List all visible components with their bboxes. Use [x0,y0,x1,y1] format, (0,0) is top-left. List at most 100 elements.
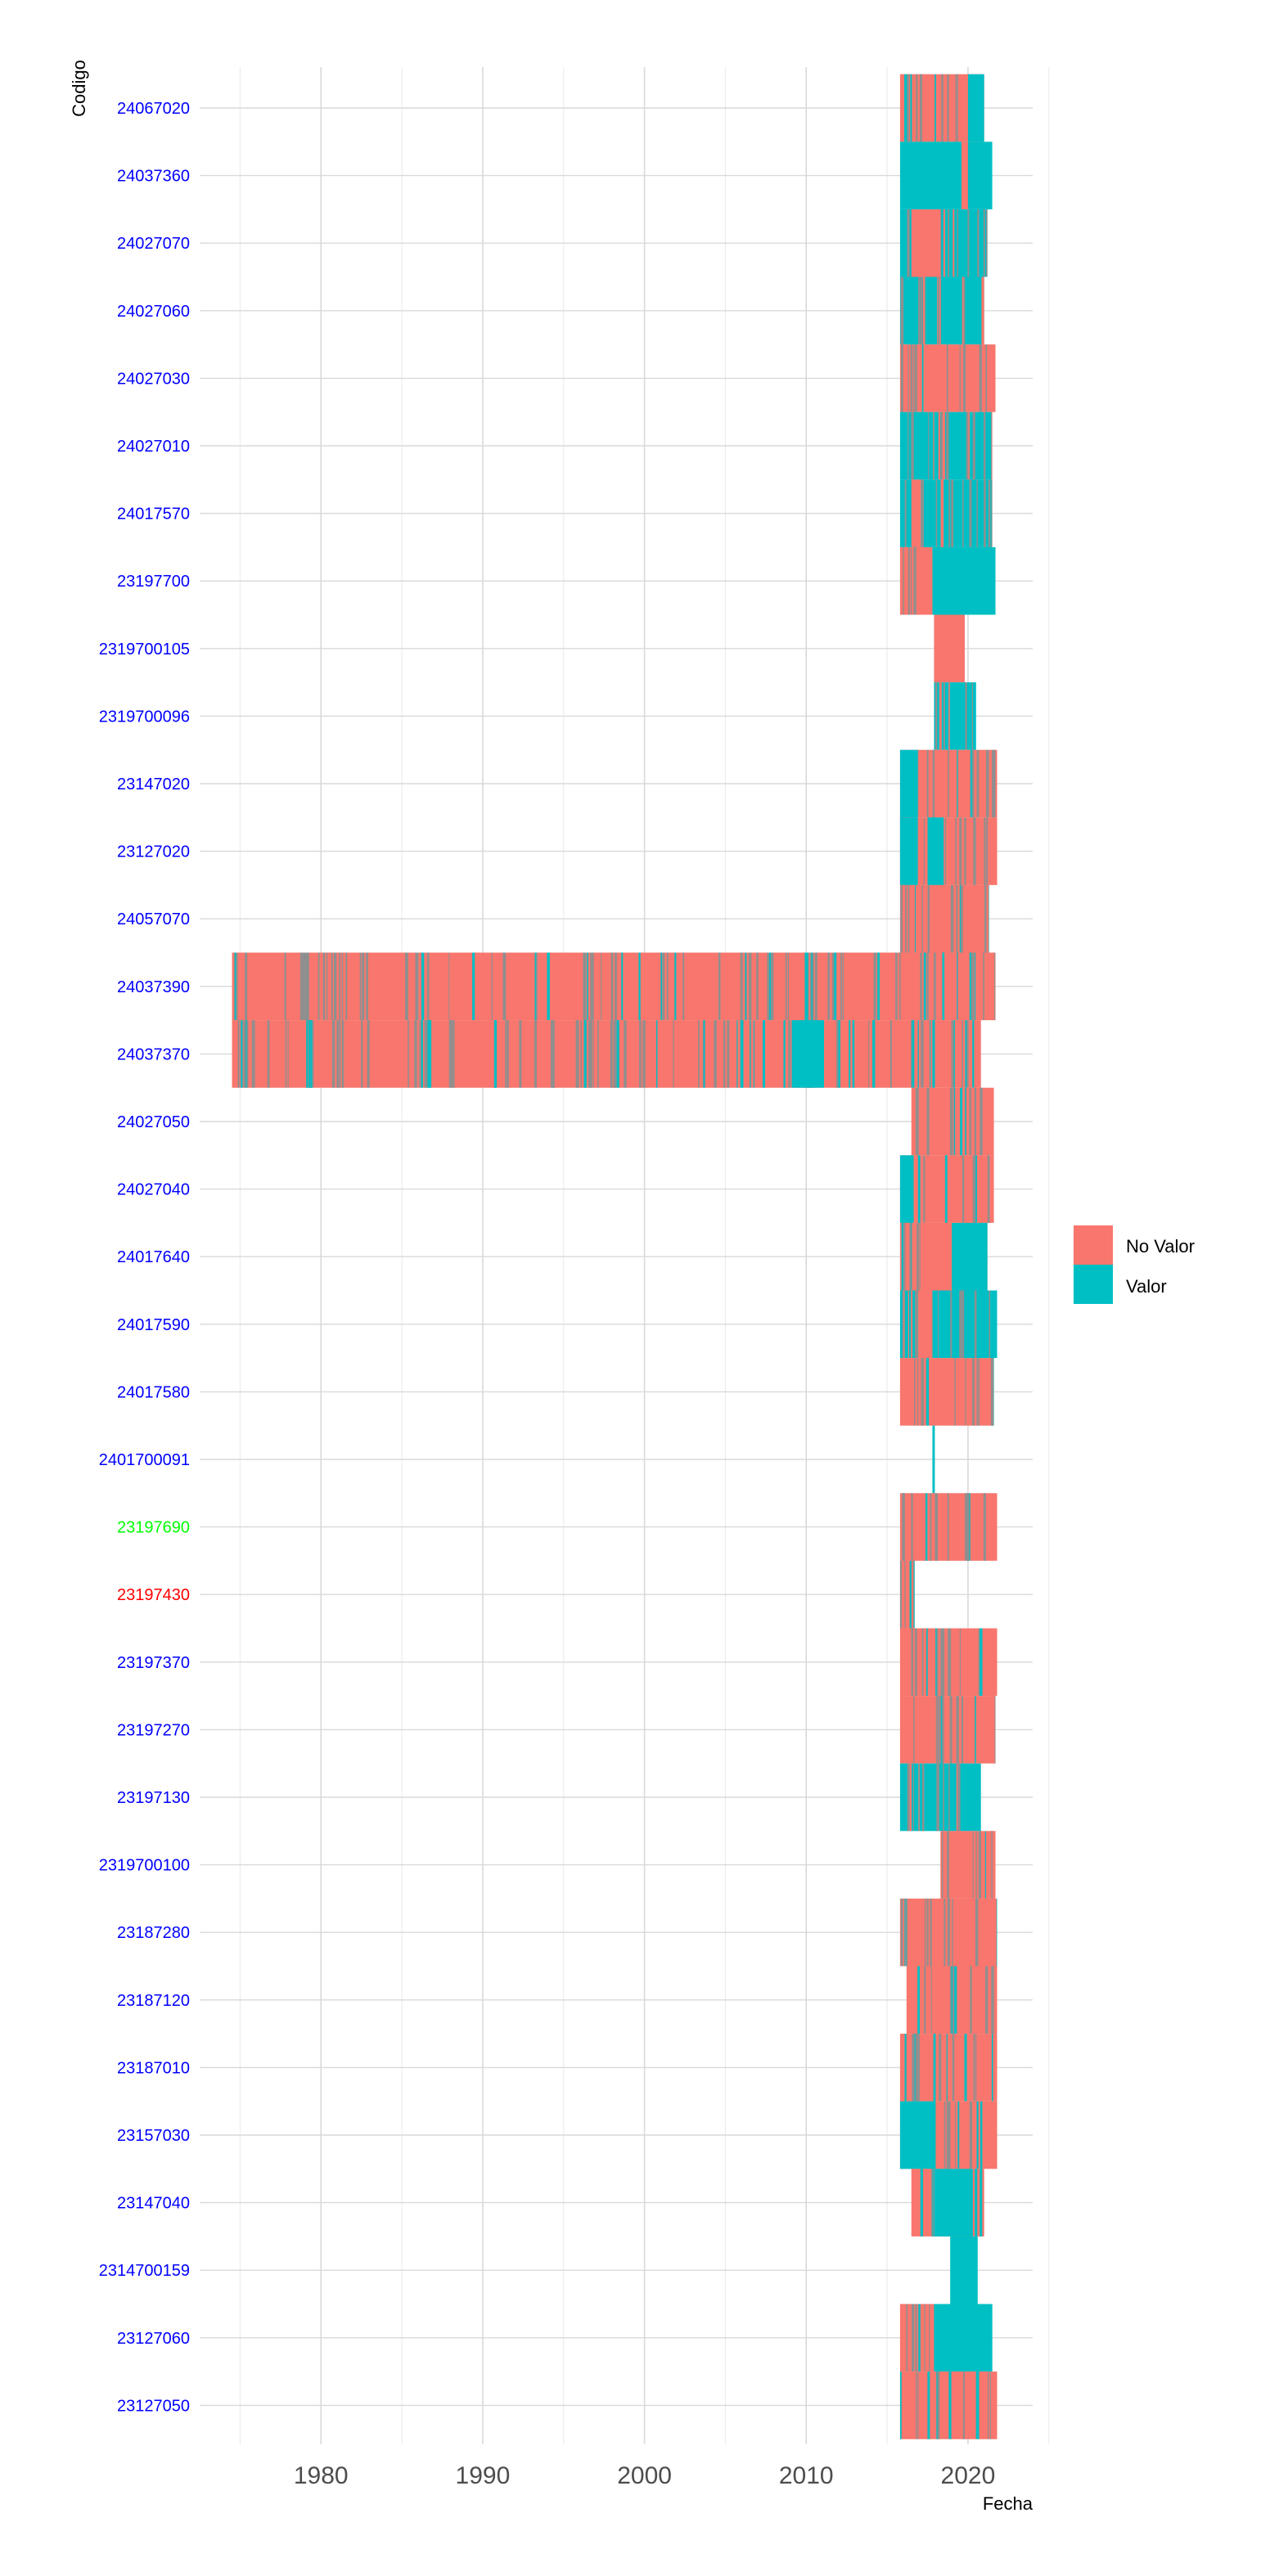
bar-stripe [921,479,924,547]
bar-stripe [740,952,743,1021]
bar-stripe [928,411,930,480]
bar-stripe [907,1763,910,1832]
bar-stripe [906,2304,908,2372]
bar-stripe [992,749,995,818]
y-tick-label: 23127060 [117,2330,190,2348]
bar-stripe [980,1628,983,1697]
bar-stripe [873,952,876,1021]
bar-stripe [428,1020,432,1088]
bar-stripe [961,1020,963,1088]
bar-stripe [934,682,938,750]
bar-stripe [944,817,947,885]
bar-stripe [287,1020,289,1088]
bar-stripe [918,2304,921,2372]
bar-stripe [986,817,989,885]
bar-stripe [976,479,978,547]
bar-stripe [987,1155,990,1223]
bar-stripe [914,344,917,412]
bar-stripe [981,276,984,345]
bar-stripe [985,344,988,412]
bar-stripe [937,1290,939,1359]
bar-stripe [940,411,943,480]
y-tick-label: 2314700159 [99,2262,190,2280]
bar-stripe [942,952,945,1021]
bar-stripe [984,479,986,547]
bar-stripe [991,1831,993,1899]
bar-stripe [809,952,812,1021]
bar-segment [911,209,941,277]
bar-stripe [948,1628,952,1697]
bar-stripe [616,1020,619,1088]
bar-stripe [929,2304,930,2372]
bar-stripe [827,952,831,1021]
bar-stripe [924,1966,926,2034]
bar-stripe [976,1358,979,1426]
bar-stripe [983,1493,986,1561]
bar-stripe [996,1898,998,1967]
bar-stripe [959,817,962,885]
bar-stripe [547,952,550,1021]
bar-stripe [955,2101,957,2169]
bar-stripe [906,74,910,142]
bar-stripe [961,884,963,953]
bar-stripe [906,1898,907,1967]
bar-stripe [253,1020,255,1088]
bar-stripe [583,952,587,1021]
bar-stripe [984,817,986,885]
bar-stripe [842,952,844,1021]
bar-stripe [419,1020,421,1088]
bar-stripe [919,1222,921,1291]
bar-stripe [407,952,408,1021]
bar-stripe [952,209,955,277]
bar-stripe [961,1696,964,1764]
bar-stripe [905,884,907,953]
y-tick-label: 23187120 [117,1992,190,2010]
bar-segment [927,817,944,885]
bar-stripe [942,1696,944,1764]
bar-stripe [970,1966,972,2034]
bar-stripe [304,952,308,1021]
bar-stripe [972,411,975,480]
bar-stripe [946,344,948,412]
bar-stripe [926,1628,928,1697]
y-tick-label: 23147020 [117,775,190,793]
bar-stripe [921,1628,924,1697]
bar-stripe [946,411,949,480]
bar-segment [899,276,984,345]
y-tick-label: 2319700105 [99,641,190,659]
bar-segment [952,1222,988,1291]
bar-stripe [927,2371,930,2439]
bar-stripe [317,952,320,1021]
bar-segment [899,546,933,615]
bar-stripe [923,817,925,885]
bar-stripe [912,2034,915,2102]
bar-stripe [980,2101,983,2169]
bar-stripe [907,411,909,480]
bar-stripe [805,952,809,1021]
y-tick-label: 23197430 [117,1586,190,1604]
bar-stripe [915,1290,918,1359]
bar-stripe [983,411,986,480]
bar-stripe [949,1966,952,2034]
bar-stripe [911,1628,913,1697]
bar-segment [911,479,921,547]
bar-stripe [448,1020,452,1088]
bar-segment [940,1831,996,1899]
bar-stripe [243,1020,246,1088]
bar-segment [934,2304,993,2372]
bar-stripe [934,1493,938,1561]
bar-stripe [453,1020,455,1088]
bar-stripe [901,1222,904,1291]
bar-stripe [964,2034,967,2102]
bar-stripe [251,1020,254,1088]
bar-stripe [899,2371,902,2439]
bar-segment [899,1560,915,1629]
bar-segment [932,1425,935,1494]
bar-stripe [970,749,973,818]
bar-stripe [909,1222,912,1291]
bar-stripe [980,1087,983,1156]
bar-stripe [939,276,941,345]
y-tick-label: 2319700100 [99,1857,190,1875]
bar-stripe [942,411,945,480]
bar-stripe [638,1020,642,1088]
